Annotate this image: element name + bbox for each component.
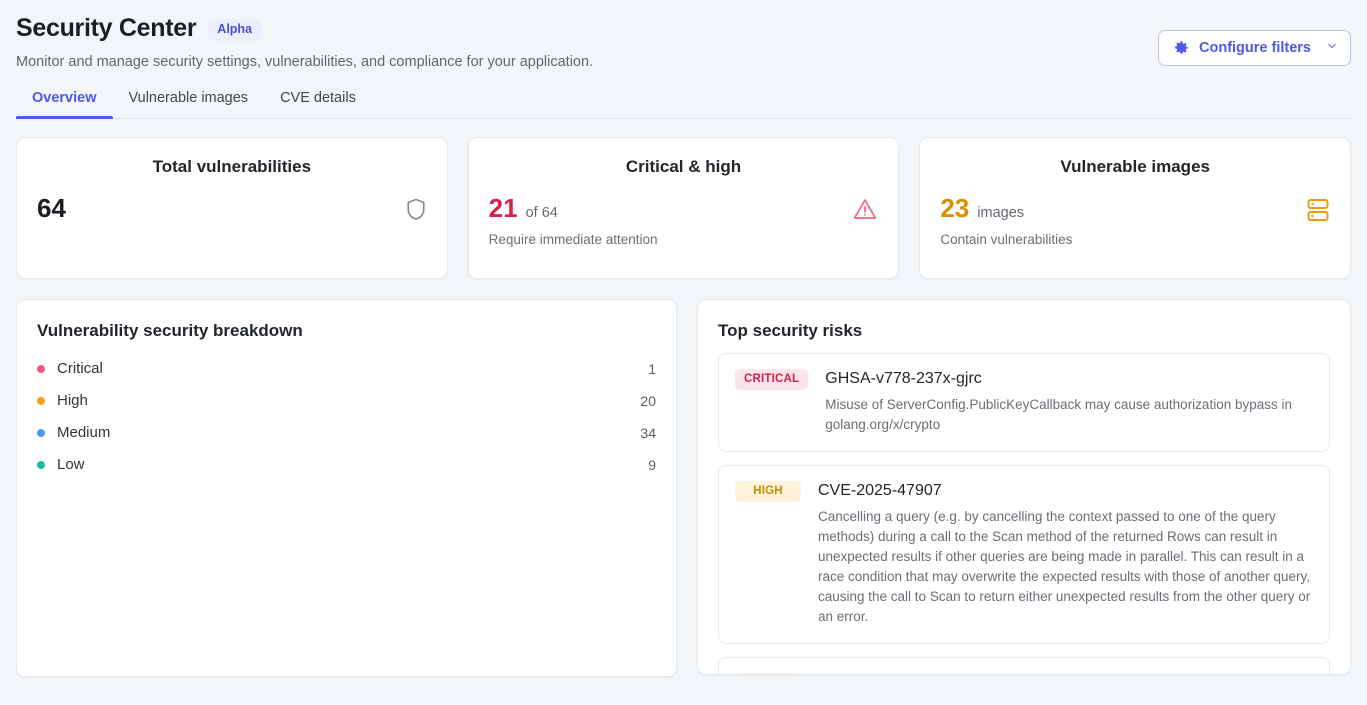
breakdown-count: 34 (640, 425, 656, 441)
stat-value-line: 21 of 64 (489, 193, 658, 223)
breakdown-count: 9 (648, 457, 656, 473)
tab-vulnerable-images[interactable]: Vulnerable images (128, 90, 249, 106)
breakdown-count: 1 (648, 361, 656, 377)
tab-overview[interactable]: Overview (16, 89, 113, 119)
stat-card-body: 64 (37, 193, 427, 262)
tab-bar: Overview Vulnerable images CVE details (16, 89, 1351, 119)
breakdown-row-medium: Medium 34 (37, 417, 656, 449)
configure-filters-button[interactable]: Configure filters (1158, 30, 1351, 66)
risk-card[interactable]: CRITICAL GHSA-v778-237x-gjrc Misuse of S… (718, 353, 1330, 452)
shield-icon (405, 197, 427, 222)
page-header: Security Center Alpha Monitor and manage… (16, 0, 1351, 71)
stat-card-title: Total vulnerabilities (152, 157, 312, 176)
breakdown-row-critical: Critical 1 (37, 353, 656, 385)
risk-identifier: CVE-2025-47907 (818, 482, 942, 499)
page-title: Security Center (16, 14, 197, 42)
breakdown-row-low: Low 9 (37, 449, 656, 481)
risk-description: Cancelling a query (e.g. by cancelling t… (818, 509, 1311, 624)
panel-title: Top security risks (718, 321, 863, 340)
vulnerability-breakdown-panel: Vulnerability security breakdown Critica… (16, 299, 677, 677)
header-text-block: Security Center Alpha Monitor and manage… (16, 13, 593, 71)
risk-list: CRITICAL GHSA-v778-237x-gjrc Misuse of S… (718, 353, 1330, 674)
stat-card-value: 23 (940, 193, 970, 223)
stat-card-subtext: Require immediate attention (488, 232, 658, 247)
risk-card-main: GHSA-v778-237x-gjrc Misuse of ServerConf… (825, 369, 1313, 435)
severity-badge: CRITICAL (735, 369, 809, 390)
risk-card-main: CVE-2025-47907 Cancelling a query (e.g. … (818, 481, 1313, 627)
stat-card-unit: images (977, 205, 1025, 221)
stat-card-unit: of 64 (525, 205, 558, 221)
stat-card-left: 64 (37, 193, 66, 223)
server-stack-icon (1306, 197, 1330, 223)
stat-card-critical-high: Critical & high 21 of 64 Require immedia… (467, 137, 900, 279)
chevron-down-icon (1326, 39, 1338, 57)
stat-card-value: 21 (488, 193, 518, 223)
severity-dot-medium (37, 429, 45, 437)
breakdown-label: High (57, 392, 88, 409)
breakdown-label: Critical (57, 360, 103, 377)
stat-card-vulnerable-images: Vulnerable images 23 images Contain vuln… (919, 137, 1352, 279)
breakdown-count: 20 (640, 393, 656, 409)
top-security-risks-panel: Top security risks CRITICAL GHSA-v778-23… (697, 299, 1351, 675)
stat-card-title: Vulnerable images (1060, 157, 1210, 176)
severity-dot-high (37, 397, 45, 405)
risk-description: Misuse of ServerConfig.PublicKeyCallback… (825, 397, 1292, 432)
gear-icon (1172, 39, 1190, 57)
alpha-badge: Alpha (208, 19, 262, 41)
severity-dot-critical (37, 365, 45, 373)
risk-card[interactable]: HIGH CVE-2025-47907 Cancelling a query (… (718, 465, 1330, 644)
configure-filters-label: Configure filters (1199, 39, 1311, 56)
risk-card-main: CVE-2025-9086 (818, 673, 1313, 674)
stat-value-line: 23 images (940, 193, 1072, 223)
panels-row: Vulnerability security breakdown Critica… (16, 299, 1351, 677)
stat-card-left: 23 images Contain vulnerabilities (940, 193, 1072, 248)
risk-card[interactable]: HIGH CVE-2025-9086 (718, 657, 1330, 674)
stat-card-body: 23 images Contain vulnerabilities (940, 193, 1330, 262)
severity-badge: HIGH (735, 481, 801, 502)
breakdown-label: Medium (57, 424, 111, 441)
stat-value-line: 64 (37, 193, 66, 223)
tab-cve-details[interactable]: CVE details (280, 90, 356, 106)
stat-card-total-vulnerabilities: Total vulnerabilities 64 (16, 137, 448, 279)
risk-identifier: GHSA-v778-237x-gjrc (825, 370, 982, 387)
title-line: Security Center Alpha (16, 13, 593, 43)
stat-card-title: Critical & high (625, 157, 742, 176)
risk-identifier: CVE-2025-9086 (818, 673, 1313, 674)
breakdown-label: Low (57, 456, 85, 473)
stat-card-body: 21 of 64 Require immediate attention (489, 193, 879, 262)
stat-card-value: 64 (37, 193, 66, 223)
stat-cards-row: Total vulnerabilities 64 Critical & high (16, 137, 1352, 279)
warning-triangle-icon (852, 197, 878, 221)
severity-badge: HIGH (735, 673, 801, 674)
stat-card-subtext: Contain vulnerabilities (940, 232, 1073, 247)
panel-title: Vulnerability security breakdown (37, 321, 303, 340)
stat-card-left: 21 of 64 Require immediate attention (489, 193, 658, 248)
breakdown-row-high: High 20 (37, 385, 656, 417)
page-subtitle: Monitor and manage security settings, vu… (16, 54, 594, 70)
severity-dot-low (37, 461, 45, 469)
